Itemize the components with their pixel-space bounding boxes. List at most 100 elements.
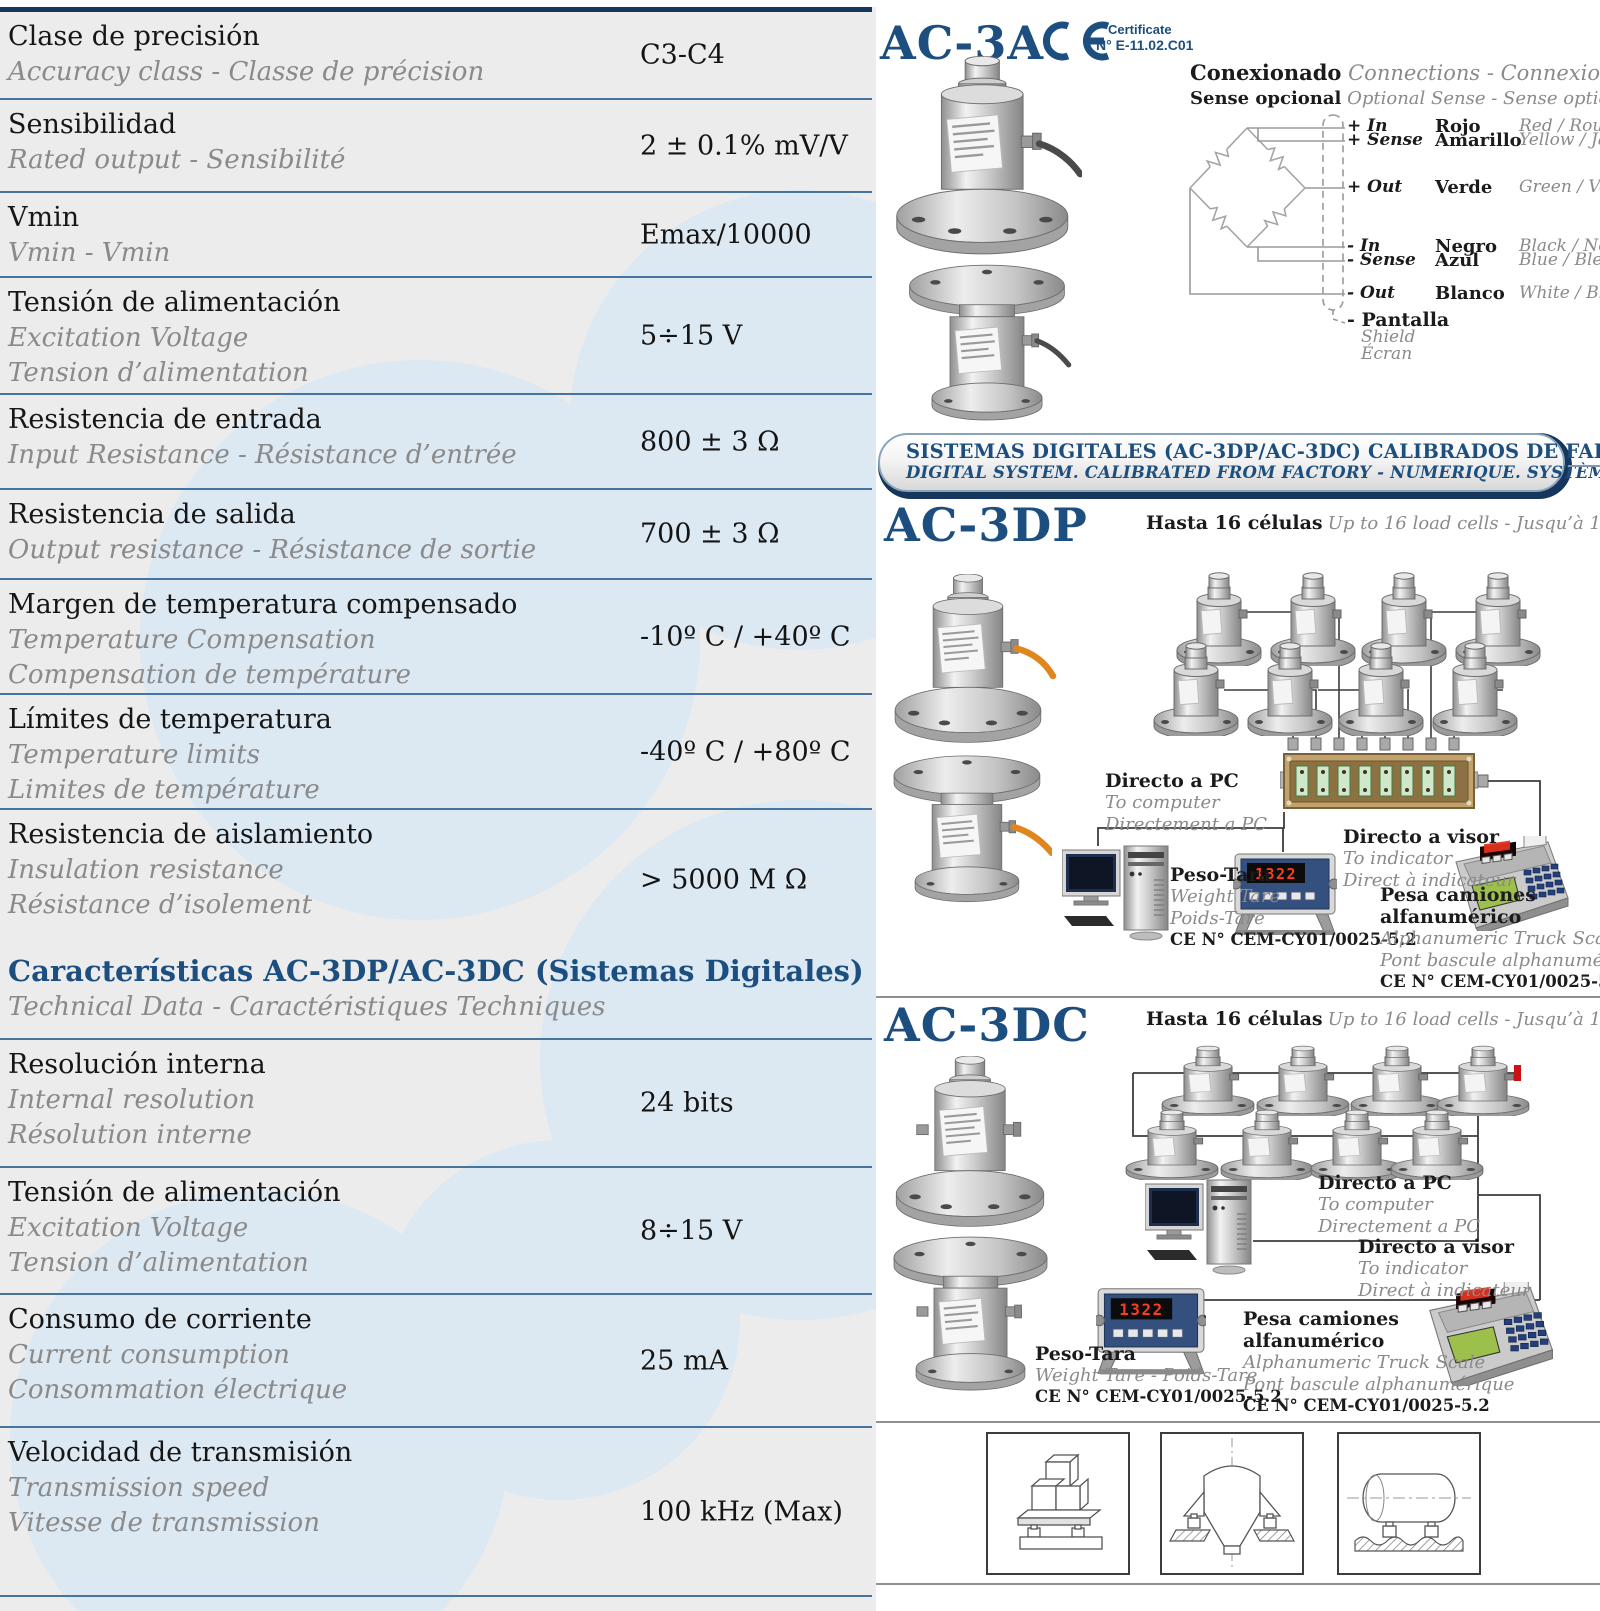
connections-es: Conexionado: [1190, 60, 1342, 85]
spec-label-es: Resistencia de entrada: [8, 404, 322, 435]
svg-text:1322: 1322: [1255, 865, 1297, 883]
spec-value: > 5000 M Ω: [640, 864, 808, 896]
wiring-row: + Out Verde Green / Vert: [1347, 177, 1600, 198]
banner-extension-rule: [1568, 465, 1600, 467]
spec-label-translations: Excitation Voltage Tension d’alimentation: [8, 323, 309, 388]
ce-approval-number: CE N° CEM-CY01/0025-5.2: [1380, 972, 1600, 991]
wiring-pin: + Out: [1347, 177, 1403, 197]
caption-truck-scale-ac3dp: Pesa camiones alfanumérico Alphanumeric T…: [1380, 884, 1600, 992]
ce-approval-number: CE N° CEM-CY01/0025-5.2: [1035, 1387, 1282, 1406]
spec-row: Resistencia de entrada Input Resistance …: [0, 395, 872, 490]
spec-label-es: Resolución interna: [8, 1049, 266, 1080]
pc-icon-ac3dc: [1145, 1179, 1252, 1275]
pictogram-top-rule: [876, 1421, 1600, 1423]
connections-translation: Connections - Connexions: [1348, 61, 1600, 85]
wiring-pin-column: + Sense: [1347, 132, 1435, 149]
spec-row: Resistencia de salida Output resistance …: [0, 490, 872, 580]
spec-label-translations: Transmission speed Vitesse de transmissio…: [8, 1473, 320, 1538]
platform-weighing-icon: [1016, 1453, 1103, 1550]
wire-color-es: Blanco: [1435, 283, 1505, 304]
product-title-ac3a: AC-3A: [880, 16, 1045, 70]
spec-label-translations: Internal resolution Résolution interne: [8, 1085, 256, 1150]
caption-direct-to-indicator-ac3dc: Directo a visor To indicator Direct à ind…: [1358, 1236, 1531, 1301]
certificate-line2: N° E-11.02.C01: [1096, 37, 1194, 53]
spec-row: Tensión de alimentación Excitation Volta…: [0, 278, 872, 395]
pictogram-hopper-weighing: [1160, 1432, 1304, 1575]
section-divider: [876, 996, 1600, 998]
wiring-pin-translations: Shield Écran: [1361, 327, 1416, 364]
pictogram-tank-weighing: [1337, 1432, 1481, 1575]
wiring-pin-column: - Pantalla Shield Écran: [1347, 311, 1449, 364]
spec-table-digital: Resolución interna Internal resolution Ré…: [0, 1040, 872, 1597]
spec-value: 24 bits: [640, 1087, 734, 1119]
cells-count-translation: Up to 16 load cells - Jusqu’à 16 capteur…: [1327, 513, 1600, 534]
digital-header-title: Características AC-3DP/AC-3DC: [8, 954, 525, 988]
banner-line2: DIGITAL SYSTEM. CALIBRATED FROM FACTORY …: [906, 463, 1600, 482]
pictogram-platform-weighing: [986, 1432, 1130, 1575]
load-cell-photo-ac3dp-top: [894, 574, 1057, 743]
wire-color-translation: Blue / Bleu: [1519, 250, 1600, 270]
wiring-row: - In Negro Black / Noire: [1347, 236, 1600, 256]
spec-value: 2 ± 0.1% mV/V: [640, 130, 848, 161]
svg-text:1322: 1322: [1119, 1300, 1164, 1319]
spec-label-es: Sensibilidad: [8, 109, 177, 140]
caption-direct-to-pc-ac3dc: Directo a PC To computer Directement a PC: [1318, 1172, 1481, 1237]
wire-color-translation: Red / Rouge: [1519, 116, 1600, 136]
ce-approval-number: CE N° CEM-CY01/0025-5.2: [1170, 930, 1417, 949]
wheatstone-bridge-diagram: [1189, 114, 1346, 324]
tank-weighing-icon: [1347, 1473, 1471, 1552]
load-cell-photo-ac3a-bottom: [909, 264, 1072, 421]
spec-label-es: Límites de temperatura: [8, 704, 332, 735]
wiring-row: - Sense Azul Blue / Bleu: [1347, 250, 1600, 270]
wire-color-translation: Yellow / Jaune: [1519, 130, 1600, 150]
pictogram-bottom-rule: [876, 1583, 1600, 1585]
connections-title: Conexionado Connections - Connexions: [1190, 60, 1600, 85]
wire-color-es: Verde: [1435, 177, 1493, 198]
spec-row: Margen de temperatura compensado Tempera…: [0, 580, 872, 695]
spec-label-es: Vmin: [8, 202, 80, 233]
wire-color-translation: White / Blanc: [1519, 283, 1600, 303]
pc-icon-ac3dp: [1062, 845, 1169, 941]
ce-mark-icon: [1043, 21, 1110, 61]
spec-label-es: Margen de temperatura compensado: [8, 589, 518, 620]
top-margin: [0, 0, 876, 7]
wiring-pin-column: + In: [1347, 118, 1435, 135]
wiring-pin: + Sense: [1347, 130, 1424, 150]
spec-label-es: Velocidad de transmisión: [8, 1437, 353, 1468]
caption-direct-to-indicator-ac3dp: Directo a visor To indicator Direct à ind…: [1343, 826, 1516, 891]
ac3dp-system-diagram: [1097, 572, 1541, 852]
spec-row: Resolución interna Internal resolution Ré…: [0, 1040, 872, 1168]
spec-row: Tensión de alimentación Excitation Volta…: [0, 1168, 872, 1295]
spec-value: 800 ± 3 Ω: [640, 426, 780, 457]
spec-label-translations: Input Resistance - Résistance d’entrée: [8, 440, 517, 470]
spec-label-es: Tensión de alimentación: [8, 1177, 341, 1208]
up-to-16-cells-ac3dc: Hasta 16 células Up to 16 load cells - J…: [1146, 1008, 1600, 1030]
spec-value: C3-C4: [640, 39, 725, 71]
wire-color-translation: Black / Noire: [1519, 236, 1600, 256]
spec-label-es: Tensión de alimentación: [8, 287, 341, 318]
sense-es: Sense opcional: [1190, 88, 1342, 109]
spec-value: Emax/10000: [640, 219, 812, 250]
spec-value: 700 ± 3 Ω: [640, 518, 780, 550]
spec-label-translations: Current consumption Consommation électriq…: [8, 1340, 348, 1405]
product-title-ac3dc: AC-3DC: [884, 998, 1090, 1052]
load-cell-photo-ac3dc-bottom: [893, 1236, 1048, 1391]
digital-section-header: Características AC-3DP/AC-3DC (Sistemas …: [0, 950, 872, 1040]
spec-label-translations: Temperature Compensation Compensation de …: [8, 625, 411, 690]
junction-box-icon: [1280, 753, 1478, 809]
spec-label-translations: Temperature limits Limites de température: [8, 740, 320, 805]
digital-systems-banner-face: SISTEMAS DIGITALES (AC-3DP/AC-3DC) CALIB…: [878, 433, 1600, 492]
spec-label-translations: Vmin - Vmin: [8, 238, 171, 268]
wire-color-translation: Green / Vert: [1519, 177, 1600, 197]
spec-panel: Clase de precisión Accuracy class - Clas…: [0, 0, 876, 1611]
spec-label-translations: Rated output - Sensibilité: [8, 145, 346, 175]
wiring-pin-column: - Sense: [1347, 252, 1435, 269]
spec-row: Clase de precisión Accuracy class - Clas…: [0, 12, 872, 100]
caption-weight-tare-ac3dc: Peso-Tara Weight Tare - Poids-Tare CE N°…: [1035, 1343, 1282, 1406]
weight-indicator-icon-ac3dc: 1322: [1096, 1288, 1206, 1375]
wiring-pin: - Out: [1347, 283, 1395, 303]
cells-count-es: Hasta 16 células: [1146, 1008, 1323, 1030]
sense-translation: Optional Sense - Sense optionnel: [1347, 88, 1600, 109]
spec-table-analog: Clase de precisión Accuracy class - Clas…: [0, 12, 872, 950]
